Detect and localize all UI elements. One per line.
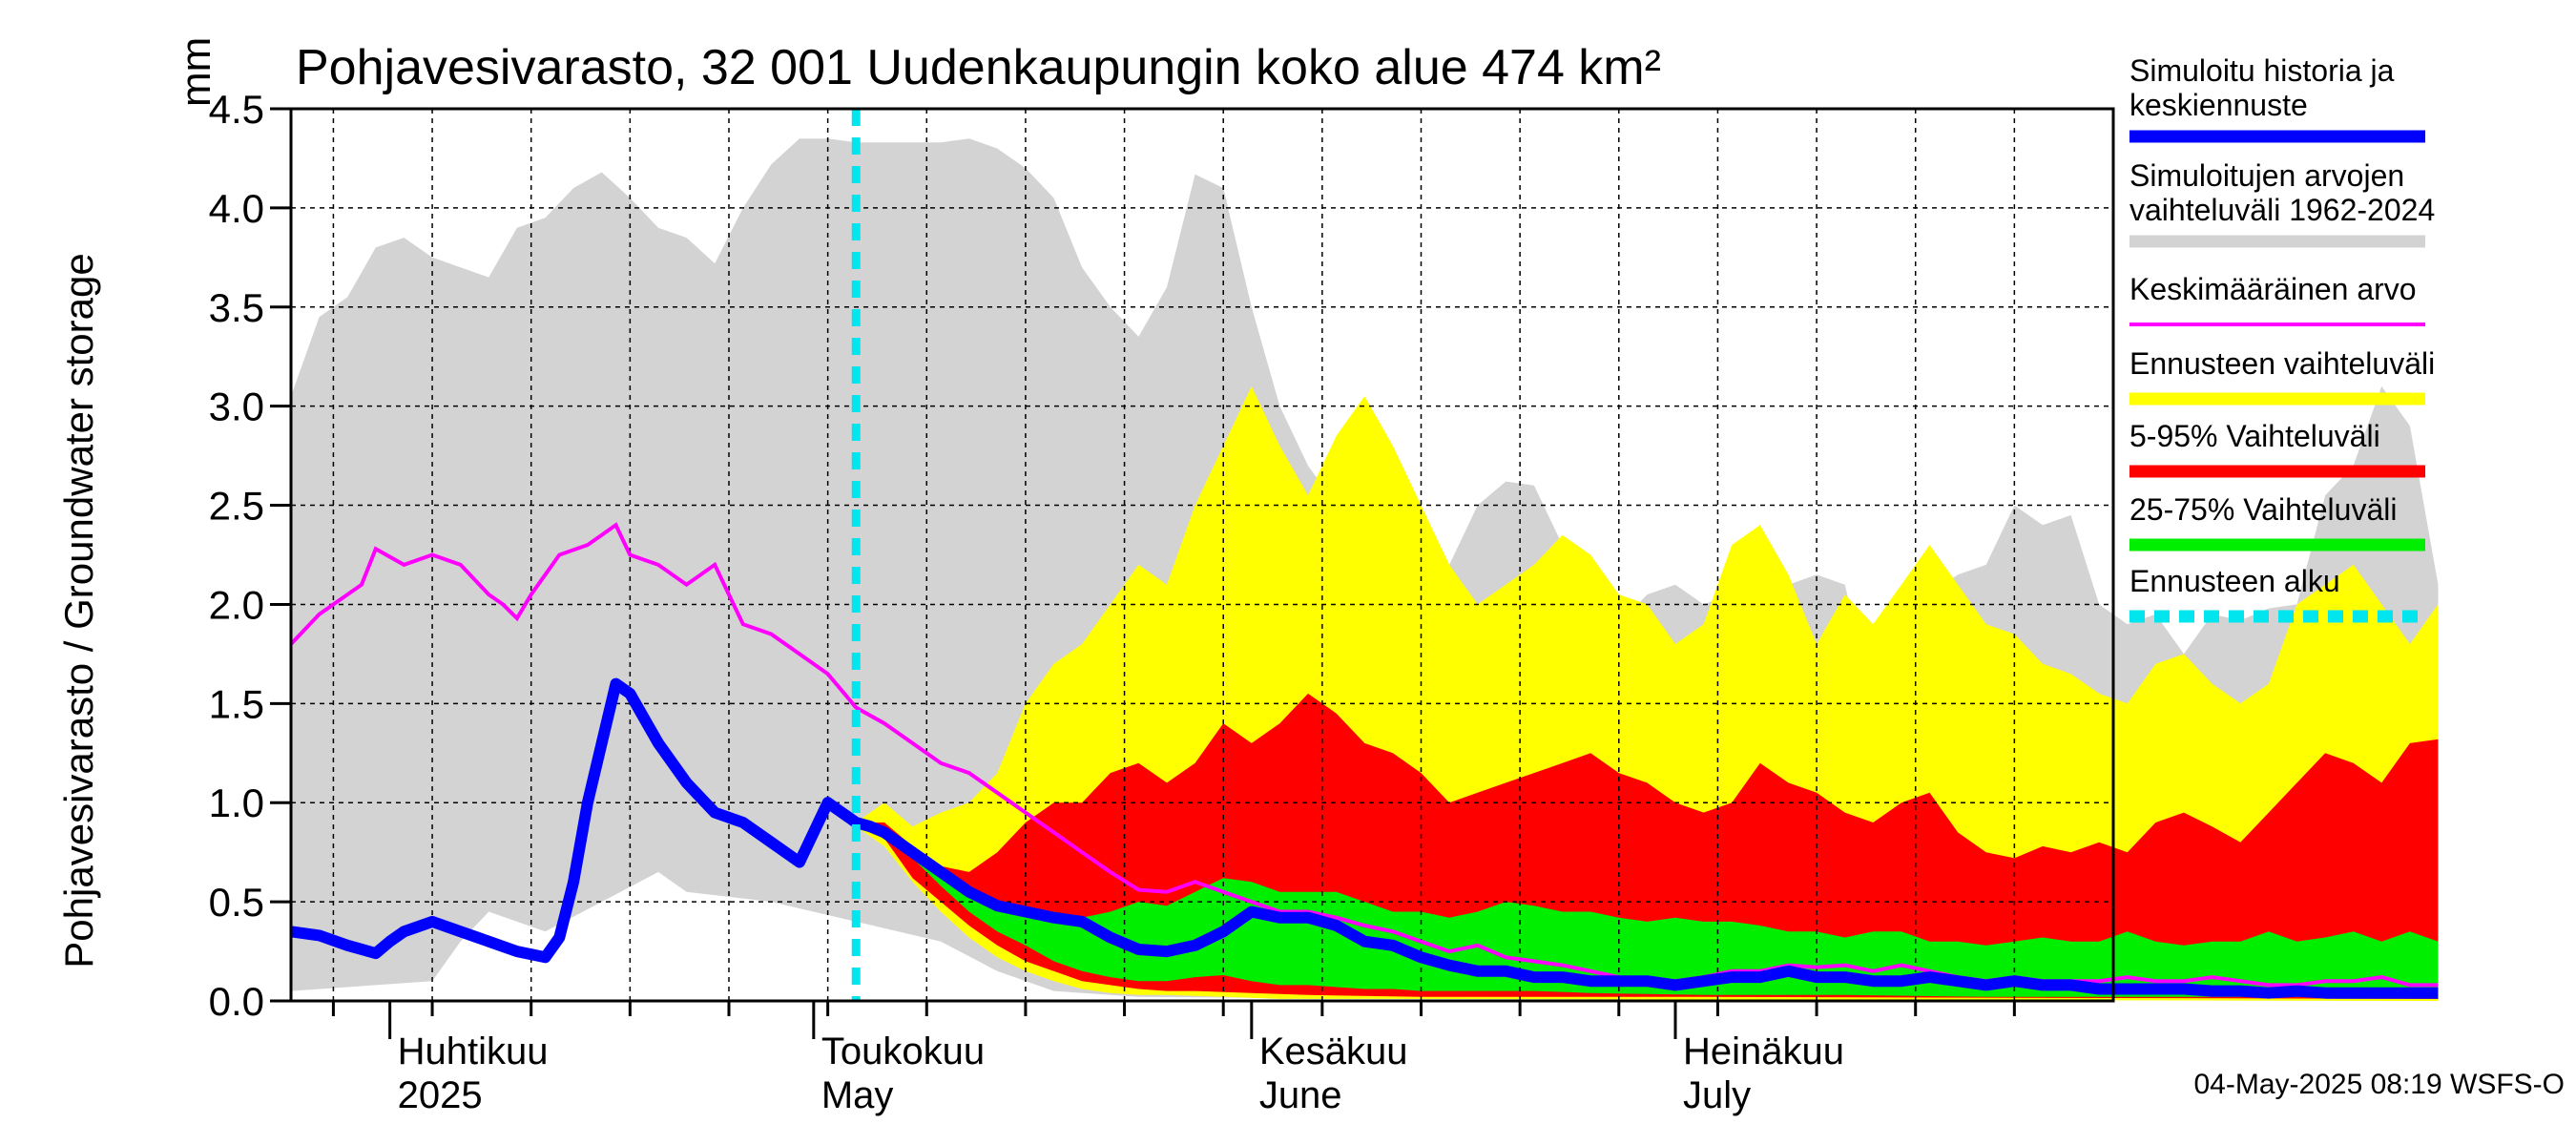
legend-label: Simuloitu historia ja bbox=[2129, 53, 2395, 88]
legend-label: Ennusteen alku bbox=[2129, 564, 2340, 598]
x-month-label: Kesäkuu bbox=[1259, 1030, 1408, 1072]
simulated-line bbox=[290, 677, 2439, 999]
plot-frame bbox=[289, 107, 2115, 1003]
x-month-label: Huhtikuu bbox=[398, 1030, 549, 1072]
y-axis-label: Pohjavesivarasto / Groundwater storage bbox=[56, 253, 101, 968]
chart-title: Pohjavesivarasto, 32 001 Uudenkaupungin … bbox=[296, 40, 1661, 95]
p25-75-area bbox=[856, 822, 2439, 997]
x-month-label: Heinäkuu bbox=[1683, 1030, 1844, 1072]
y-tick-label: 1.5 bbox=[209, 681, 264, 726]
x-month-label: Toukokuu bbox=[821, 1030, 985, 1072]
y-tick-label: 3.0 bbox=[209, 385, 264, 429]
y-tick-label: 4.5 bbox=[209, 87, 264, 132]
y-tick-label: 0.5 bbox=[209, 880, 264, 925]
x-month-sublabel: 2025 bbox=[398, 1074, 483, 1116]
legend-label: Simuloitujen arvojen bbox=[2129, 158, 2404, 193]
y-tick-label: 3.5 bbox=[209, 285, 264, 330]
y-tick-label: 0.0 bbox=[209, 979, 264, 1024]
legend-label: 25-75% Vaihteluväli bbox=[2129, 492, 2397, 527]
y-tick-label: 4.0 bbox=[209, 186, 264, 231]
y-tick-label: 2.5 bbox=[209, 484, 264, 529]
y-unit: mm bbox=[173, 37, 219, 107]
legend-label: Ennusteen vaihteluväli bbox=[2129, 346, 2435, 381]
y-axis: 0.0 0.5 1.0 1.5 2.0 2.5 3.0 3.5 4.0 4.5 bbox=[209, 87, 291, 1024]
timestamp: 04-May-2025 08:19 WSFS-O bbox=[2194, 1069, 2566, 1100]
y-tick-label: 2.0 bbox=[209, 582, 264, 627]
plot-area bbox=[289, 107, 2439, 1003]
legend-label: 5-95% Vaihteluväli bbox=[2129, 419, 2380, 453]
y-tick-label: 1.0 bbox=[209, 781, 264, 825]
x-month-sublabel: May bbox=[821, 1074, 894, 1116]
legend-label: vaihteluväli 1962-2024 bbox=[2129, 193, 2435, 227]
x-month-sublabel: June bbox=[1259, 1074, 1342, 1116]
x-month-sublabel: July bbox=[1683, 1074, 1751, 1116]
legend-label: Keskimääräinen arvo bbox=[2129, 272, 2417, 306]
legend-label: keskiennuste bbox=[2129, 88, 2308, 122]
